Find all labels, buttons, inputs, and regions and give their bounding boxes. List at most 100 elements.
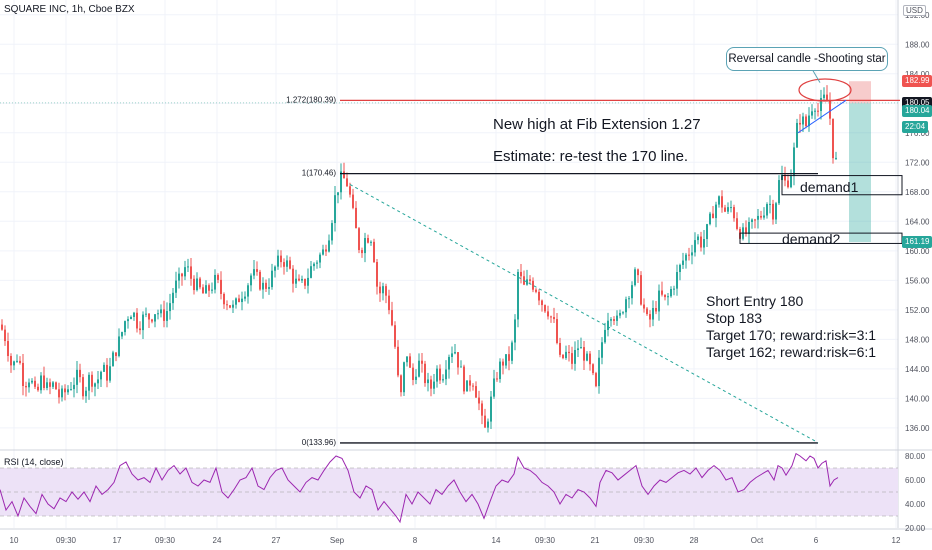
candle-body [10, 356, 12, 366]
candle-body [217, 274, 219, 280]
candle-body [424, 363, 426, 384]
candle-body [700, 236, 702, 248]
candle-body [70, 389, 72, 391]
plan-entry: Short Entry 180 [706, 293, 804, 309]
demand1-label[interactable]: demand1 [800, 179, 859, 195]
candle-body [67, 389, 69, 393]
candle-body [427, 379, 429, 384]
candle-body [784, 174, 786, 181]
candle-body [286, 260, 288, 267]
candle-body [145, 313, 147, 315]
candle-body [46, 382, 48, 388]
candle-body [34, 380, 36, 387]
candle-body [559, 343, 561, 355]
time-tick-label: 21 [591, 536, 600, 545]
candle-body [40, 375, 42, 391]
candle-body [556, 319, 558, 344]
candle-body [169, 303, 171, 312]
candle-body [13, 361, 15, 366]
candle-body [526, 279, 528, 285]
demand2-label[interactable]: demand2 [782, 231, 841, 247]
candle-body [241, 298, 243, 303]
candle-body [799, 122, 801, 125]
grid [0, 0, 932, 530]
candle-body [106, 364, 108, 381]
candle-body [490, 396, 492, 422]
shooting-star-callout[interactable]: Reversal candle -Shooting star [726, 47, 888, 71]
candle-body [343, 171, 345, 179]
candle-body [511, 342, 513, 361]
candle-body [271, 270, 273, 288]
candle-body [265, 282, 267, 289]
candle-body [250, 275, 252, 286]
candle-body [220, 279, 222, 294]
rsi-tick-label: 80.00 [905, 452, 926, 461]
trade-plan[interactable]: Short Entry 180 Stop 183 Target 170; rew… [706, 293, 876, 361]
candle-body [670, 289, 672, 297]
candle-body [412, 367, 414, 380]
candle-body [208, 285, 210, 291]
candle-body [835, 157, 837, 159]
time-tick-label: 09:30 [56, 536, 77, 545]
candle-body [769, 203, 771, 205]
candle-body [397, 346, 399, 376]
price-tick-label: 164.00 [905, 217, 930, 226]
candle-body [772, 203, 774, 220]
candle-body [307, 277, 309, 286]
price-tick-label: 156.00 [905, 276, 930, 285]
currency-label[interactable]: USD [903, 5, 926, 16]
time-tick-label: 28 [690, 536, 699, 545]
candle-body [340, 171, 342, 193]
candle-body [394, 325, 396, 347]
candle-body [466, 380, 468, 392]
candle-body [373, 241, 375, 263]
candle-body [433, 381, 435, 389]
time-tick-label: Sep [330, 536, 345, 545]
candle-body [187, 266, 189, 268]
candle-body [715, 204, 717, 219]
candle-body [529, 279, 531, 281]
candle-body [541, 300, 543, 306]
candle-body [451, 353, 453, 357]
candle-body [778, 180, 780, 204]
time-tick-label: 24 [213, 536, 222, 545]
candle-body [112, 352, 114, 367]
candle-body [826, 94, 828, 102]
candle-body [415, 376, 417, 380]
candle-body [103, 364, 105, 372]
fib-note[interactable]: New high at Fib Extension 1.27 [493, 116, 701, 133]
risk-zone [849, 81, 871, 104]
candle-body [115, 352, 117, 356]
price-tick-label: 176.00 [905, 129, 930, 138]
plan-target-1: Target 170; reward:risk=3:1 [706, 327, 877, 343]
candle-body [328, 240, 330, 252]
candle-body [22, 362, 24, 386]
estimate-note[interactable]: Estimate: re-test the 170 line. [493, 148, 689, 165]
candle-body [247, 285, 249, 297]
candle-body [664, 294, 666, 298]
price-tick-label: 160.00 [905, 247, 930, 256]
candle-body [199, 278, 201, 288]
candle-body [358, 228, 360, 251]
price-tick-label: 144.00 [905, 365, 930, 374]
candle-body [646, 308, 648, 315]
candle-body [535, 289, 537, 292]
plan-stop: Stop 183 [706, 310, 763, 326]
price-tick-label: 172.00 [905, 158, 930, 167]
candle-body [757, 215, 759, 220]
candle-body [388, 295, 390, 311]
candle-body [268, 287, 270, 289]
candle-body [244, 296, 246, 299]
candle-body [550, 316, 552, 318]
time-tick-label: 14 [492, 536, 501, 545]
drawing-overlays: 1.272(180.39) 1(170.46) 0(133.96) [0, 68, 903, 447]
candle-body [679, 264, 681, 273]
candle-body [280, 255, 282, 263]
price-axis[interactable]: 136.00 140.00 144.00 148.00 152.00 156.00 160.… [905, 11, 930, 533]
candle-body [283, 262, 285, 267]
candle-body [109, 366, 111, 381]
time-axis[interactable]: 10 09:30 17 09:30 24 27 Sep 8 14 09:30 21 09:30 28 Oc… [10, 536, 901, 545]
candle-body [49, 382, 51, 387]
candle-body [508, 354, 510, 361]
